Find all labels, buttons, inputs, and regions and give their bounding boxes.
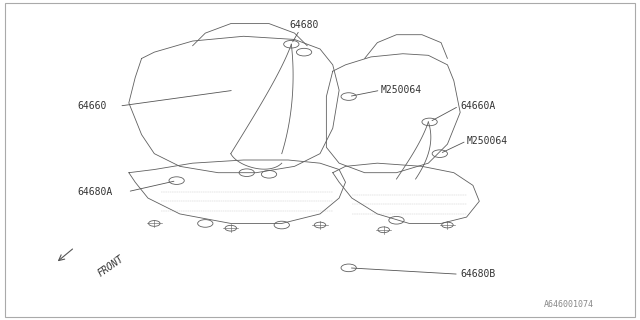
Text: FRONT: FRONT <box>96 254 125 279</box>
Text: 64660A: 64660A <box>460 101 495 111</box>
Text: M250064: M250064 <box>381 85 422 95</box>
Text: 64680: 64680 <box>289 20 319 30</box>
Text: 64680A: 64680A <box>77 187 113 197</box>
Text: M250064: M250064 <box>467 136 508 146</box>
Text: 64660: 64660 <box>77 101 106 111</box>
Text: 64680B: 64680B <box>460 269 495 279</box>
Text: A646001074: A646001074 <box>544 300 594 309</box>
